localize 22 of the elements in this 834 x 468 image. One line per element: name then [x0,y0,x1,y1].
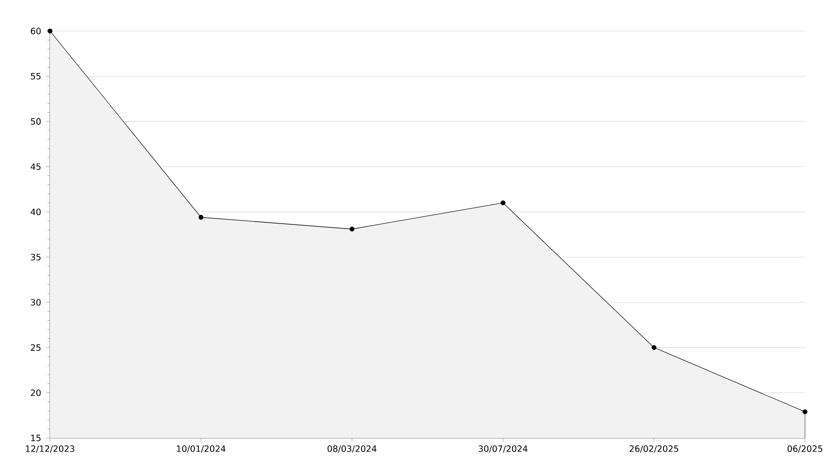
y-tick-label: 45 [30,163,41,170]
y-tick-label: 25 [30,344,41,351]
point [802,409,808,414]
y-tick-label: 35 [30,254,41,260]
y-tick-label: 20 [30,390,41,396]
point [500,200,506,206]
point [48,28,52,34]
x-tick-label: 08/03/2024 [328,445,376,453]
x-tick-label: 06/2025 [788,445,822,453]
y-tick-label: 40 [30,208,41,216]
y-tick-label: 30 [30,299,41,306]
x-tick-label: 10/01/2024 [176,445,226,453]
y-tick-label: 55 [30,73,41,80]
point [198,214,204,220]
x-tick-label: 26/02/2025 [630,445,678,453]
x-tick-label: 12/12/2023 [26,445,74,453]
y-tick-label: 50 [30,118,41,125]
point [350,226,354,232]
point [652,345,656,350]
x-tick-label: 30/07/2024 [478,445,528,453]
y-tick-label: 15 [31,434,41,442]
y-tick-label: 60 [30,28,41,34]
